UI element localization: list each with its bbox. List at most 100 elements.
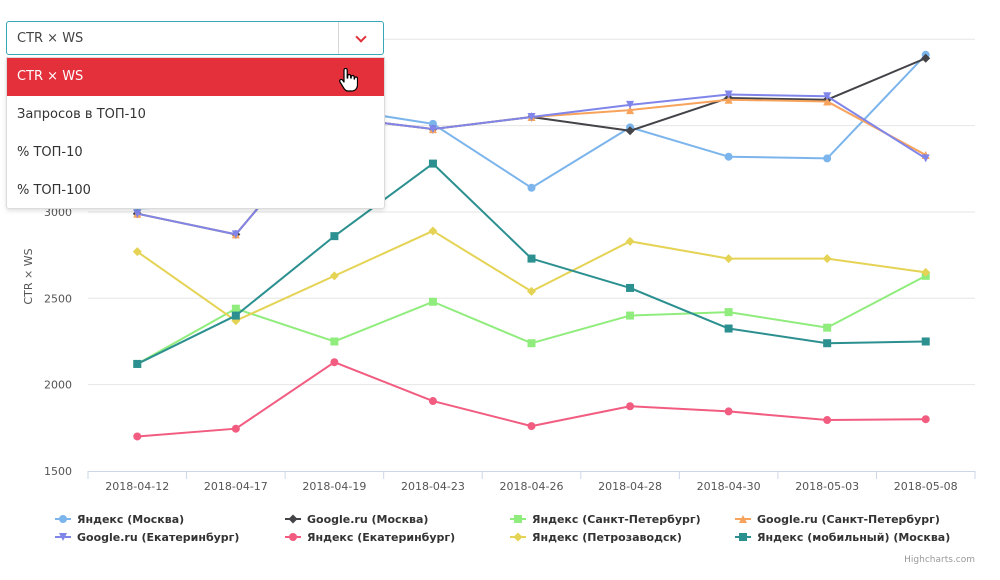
credits-link[interactable]: Highcharts.com xyxy=(904,555,975,565)
legend-swatch-marker[interactable] xyxy=(739,515,747,523)
legend-swatch-marker[interactable] xyxy=(289,533,297,541)
y-tick-label: 2500 xyxy=(44,292,72,305)
y-tick-label: 3000 xyxy=(44,206,72,219)
data-point[interactable] xyxy=(330,232,339,241)
data-point[interactable] xyxy=(823,323,832,332)
y-axis-label: CTR × WS xyxy=(22,248,35,304)
legend-item[interactable]: Яндекс (Екатеринбург) xyxy=(285,531,455,544)
data-point[interactable] xyxy=(133,432,142,441)
data-point[interactable] xyxy=(921,154,930,163)
data-point[interactable] xyxy=(626,106,635,115)
data-point[interactable] xyxy=(428,159,437,168)
x-tick-label: 2018-04-30 xyxy=(697,480,761,493)
legend-label: Яндекс (Санкт-Петербург) xyxy=(532,513,701,526)
data-point[interactable] xyxy=(823,97,832,106)
data-point[interactable] xyxy=(132,247,142,257)
data-point[interactable] xyxy=(428,125,437,134)
x-tick-label: 2018-04-19 xyxy=(302,480,366,493)
legend-swatch-marker[interactable] xyxy=(288,514,298,524)
data-point[interactable] xyxy=(921,267,931,277)
legend-label: Яндекс (Москва) xyxy=(77,513,184,526)
legend-label: Яндекс (Петрозаводск) xyxy=(532,531,682,544)
option-top10-percent[interactable]: % ТОП-10 xyxy=(17,145,83,160)
data-point[interactable] xyxy=(330,337,339,346)
data-point[interactable] xyxy=(724,254,734,264)
legend-swatch-marker[interactable] xyxy=(59,533,67,541)
option-top10-queries[interactable]: Запросов в ТОП-10 xyxy=(17,107,146,122)
hand-cursor-icon xyxy=(339,68,358,92)
legend-label: Яндекс (Екатеринбург) xyxy=(307,531,455,544)
x-tick-label: 2018-04-28 xyxy=(598,480,662,493)
option-top100-percent[interactable]: % ТОП-100 xyxy=(17,183,91,198)
series xyxy=(133,358,930,441)
chevron-down-icon xyxy=(355,31,367,43)
data-point[interactable] xyxy=(231,304,240,313)
data-point[interactable] xyxy=(823,416,832,425)
data-point[interactable] xyxy=(823,339,832,348)
data-point[interactable] xyxy=(626,402,635,411)
data-point[interactable] xyxy=(133,359,142,368)
data-point[interactable] xyxy=(724,152,733,161)
legend-item[interactable]: Google.ru (Санкт-Петербург) xyxy=(735,513,940,526)
series-line[interactable] xyxy=(136,229,926,322)
data-point[interactable] xyxy=(231,424,240,433)
data-point[interactable] xyxy=(626,283,635,292)
data-point[interactable] xyxy=(329,271,339,281)
data-point[interactable] xyxy=(231,230,240,239)
data-point[interactable] xyxy=(527,183,536,192)
data-point[interactable] xyxy=(527,286,536,296)
data-point[interactable] xyxy=(823,154,832,163)
metric-select[interactable]: CTR × WS xyxy=(6,21,384,55)
data-point[interactable] xyxy=(527,112,536,121)
data-point[interactable] xyxy=(527,339,536,348)
data-point[interactable] xyxy=(428,226,438,236)
legend-swatch-marker[interactable] xyxy=(514,515,522,523)
legend-item[interactable]: Google.ru (Екатеринбург) xyxy=(55,531,239,544)
legend-swatch-marker[interactable] xyxy=(59,515,67,523)
data-point[interactable] xyxy=(133,209,142,218)
x-tick-label: 2018-04-23 xyxy=(401,480,465,493)
x-axis: 2018-04-12 2018-04-17 2018-04-19 2018-04-23… xyxy=(87,471,976,493)
data-point[interactable] xyxy=(921,337,930,346)
y-tick-label: 2000 xyxy=(44,379,72,392)
data-point[interactable] xyxy=(625,236,635,246)
x-tick-label: 2018-04-26 xyxy=(500,480,564,493)
x-tick-label: 2018-05-08 xyxy=(894,480,958,493)
legend-swatch-marker[interactable] xyxy=(513,532,523,542)
data-point[interactable] xyxy=(724,407,733,416)
data-point[interactable] xyxy=(724,90,733,99)
data-point[interactable] xyxy=(724,324,733,333)
data-point[interactable] xyxy=(330,358,339,367)
legend-label: Google.ru (Екатеринбург) xyxy=(77,531,239,544)
data-point[interactable] xyxy=(626,100,635,109)
data-point[interactable] xyxy=(823,92,832,101)
data-point[interactable] xyxy=(921,415,930,424)
data-point[interactable] xyxy=(527,254,536,263)
series xyxy=(132,226,931,326)
legend-item[interactable]: Яндекс (мобильный) (Москва) xyxy=(735,531,950,544)
legend-swatch-marker[interactable] xyxy=(739,533,747,541)
data-point[interactable] xyxy=(428,297,437,306)
data-point[interactable] xyxy=(626,311,635,320)
legend-item[interactable]: Яндекс (Петрозаводск) xyxy=(510,531,682,544)
data-point[interactable] xyxy=(822,254,832,264)
data-point[interactable] xyxy=(625,126,635,136)
x-tick-label: 2018-04-17 xyxy=(204,480,268,493)
legend[interactable]: Яндекс (Москва) Google.ru (Москва) Яндекс … xyxy=(55,513,950,544)
data-point[interactable] xyxy=(231,311,240,320)
option-ctr-ws[interactable]: CTR × WS xyxy=(7,58,384,96)
data-point[interactable] xyxy=(724,95,733,104)
legend-item[interactable]: Яндекс (Санкт-Петербург) xyxy=(510,513,701,526)
metric-select-value: CTR × WS xyxy=(17,31,84,46)
data-point[interactable] xyxy=(527,422,536,431)
data-point[interactable] xyxy=(428,397,437,406)
legend-label: Яндекс (мобильный) (Москва) xyxy=(757,531,950,544)
metric-dropdown-menu: CTR × WS Запросов в ТОП-10 % ТОП-10 % ТО… xyxy=(6,57,385,209)
select-toggle-button[interactable] xyxy=(338,22,383,54)
data-point[interactable] xyxy=(921,53,931,63)
series-group xyxy=(132,50,931,441)
data-point[interactable] xyxy=(724,308,733,317)
legend-item[interactable]: Яндекс (Москва) xyxy=(55,513,184,526)
legend-item[interactable]: Google.ru (Москва) xyxy=(285,513,428,526)
x-tick-label: 2018-05-03 xyxy=(795,480,859,493)
